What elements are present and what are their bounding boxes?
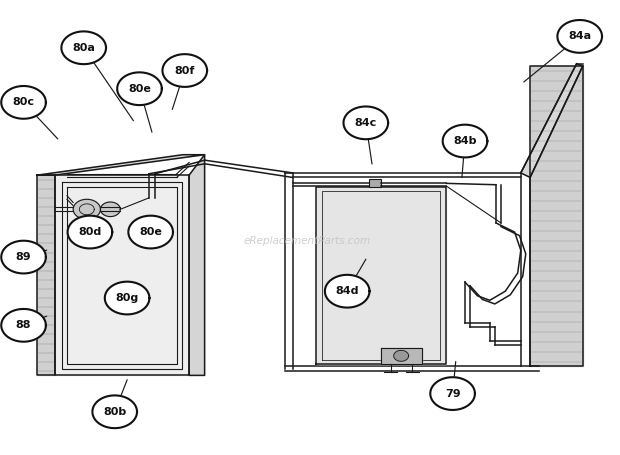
Polygon shape <box>394 350 409 361</box>
Polygon shape <box>430 377 475 410</box>
Text: 80d: 80d <box>78 227 102 237</box>
Text: 80e: 80e <box>128 84 151 94</box>
Text: 80b: 80b <box>103 407 126 417</box>
Polygon shape <box>68 216 112 248</box>
Polygon shape <box>521 64 583 177</box>
Polygon shape <box>443 125 487 157</box>
Polygon shape <box>1 86 46 119</box>
Polygon shape <box>557 20 602 53</box>
Polygon shape <box>1 309 46 342</box>
Polygon shape <box>189 155 205 375</box>
Text: 80g: 80g <box>115 293 139 303</box>
Polygon shape <box>61 31 106 64</box>
Text: 88: 88 <box>16 320 31 330</box>
Polygon shape <box>1 241 46 273</box>
Polygon shape <box>55 175 189 375</box>
Text: 79: 79 <box>445 389 461 399</box>
Polygon shape <box>530 66 583 366</box>
Polygon shape <box>316 187 446 364</box>
Text: 89: 89 <box>16 252 32 262</box>
Polygon shape <box>73 199 100 219</box>
Bar <box>369 179 381 187</box>
Polygon shape <box>343 106 388 139</box>
Text: 80f: 80f <box>175 66 195 76</box>
Text: 84a: 84a <box>568 31 591 41</box>
Polygon shape <box>37 155 205 175</box>
Polygon shape <box>100 202 120 217</box>
Text: 84c: 84c <box>355 118 377 128</box>
Text: eReplacementParts.com: eReplacementParts.com <box>243 236 371 246</box>
Text: 80c: 80c <box>12 97 35 107</box>
Polygon shape <box>37 175 55 375</box>
Polygon shape <box>128 216 173 248</box>
Polygon shape <box>325 275 370 308</box>
Polygon shape <box>381 348 422 364</box>
Polygon shape <box>117 72 162 105</box>
Text: 80a: 80a <box>73 43 95 53</box>
Polygon shape <box>92 395 137 428</box>
Text: 84d: 84d <box>335 286 359 296</box>
Polygon shape <box>105 282 149 314</box>
Polygon shape <box>162 54 207 87</box>
Text: 84b: 84b <box>453 136 477 146</box>
Text: 80e: 80e <box>140 227 162 237</box>
